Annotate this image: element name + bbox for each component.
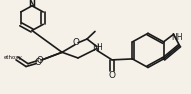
Text: O: O: [35, 58, 41, 67]
Text: H: H: [96, 43, 102, 52]
Text: O: O: [37, 56, 43, 65]
Text: ethoxy: ethoxy: [4, 55, 22, 60]
Text: NH: NH: [171, 33, 182, 42]
Text: O: O: [73, 38, 79, 47]
Text: O: O: [108, 72, 116, 80]
Text: N: N: [28, 0, 36, 9]
Text: N: N: [92, 44, 99, 53]
